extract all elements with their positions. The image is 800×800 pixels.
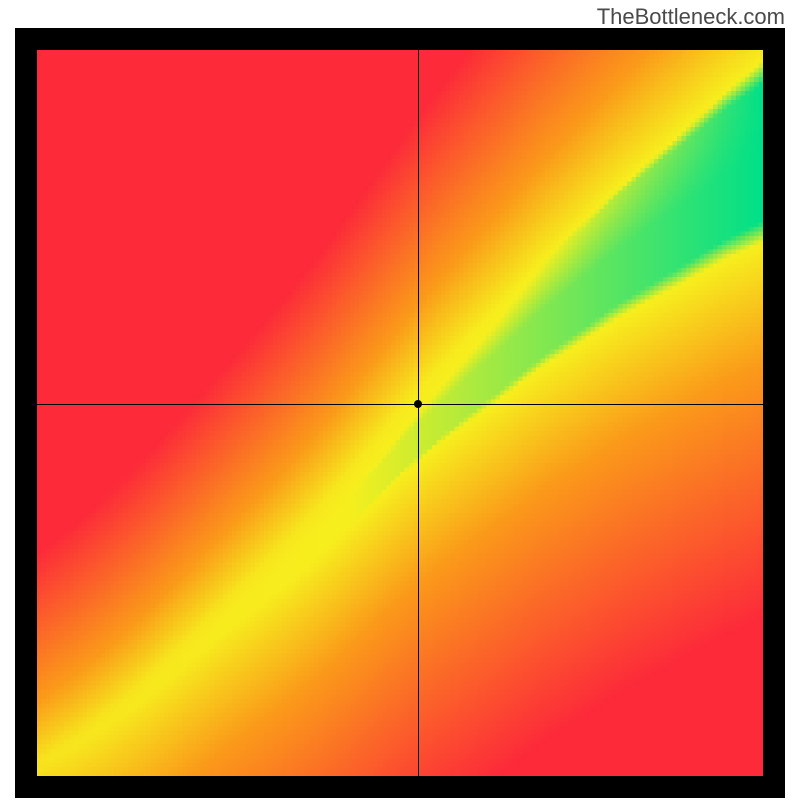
crosshair-horizontal: [37, 404, 763, 405]
chart-container: TheBottleneck.com: [0, 0, 800, 800]
crosshair-vertical: [418, 50, 419, 776]
crosshair-dot: [414, 400, 422, 408]
watermark-text: TheBottleneck.com: [597, 4, 785, 30]
chart-inner-plot: [37, 50, 763, 776]
chart-outer-frame: [15, 28, 785, 798]
heatmap-canvas: [37, 50, 763, 776]
